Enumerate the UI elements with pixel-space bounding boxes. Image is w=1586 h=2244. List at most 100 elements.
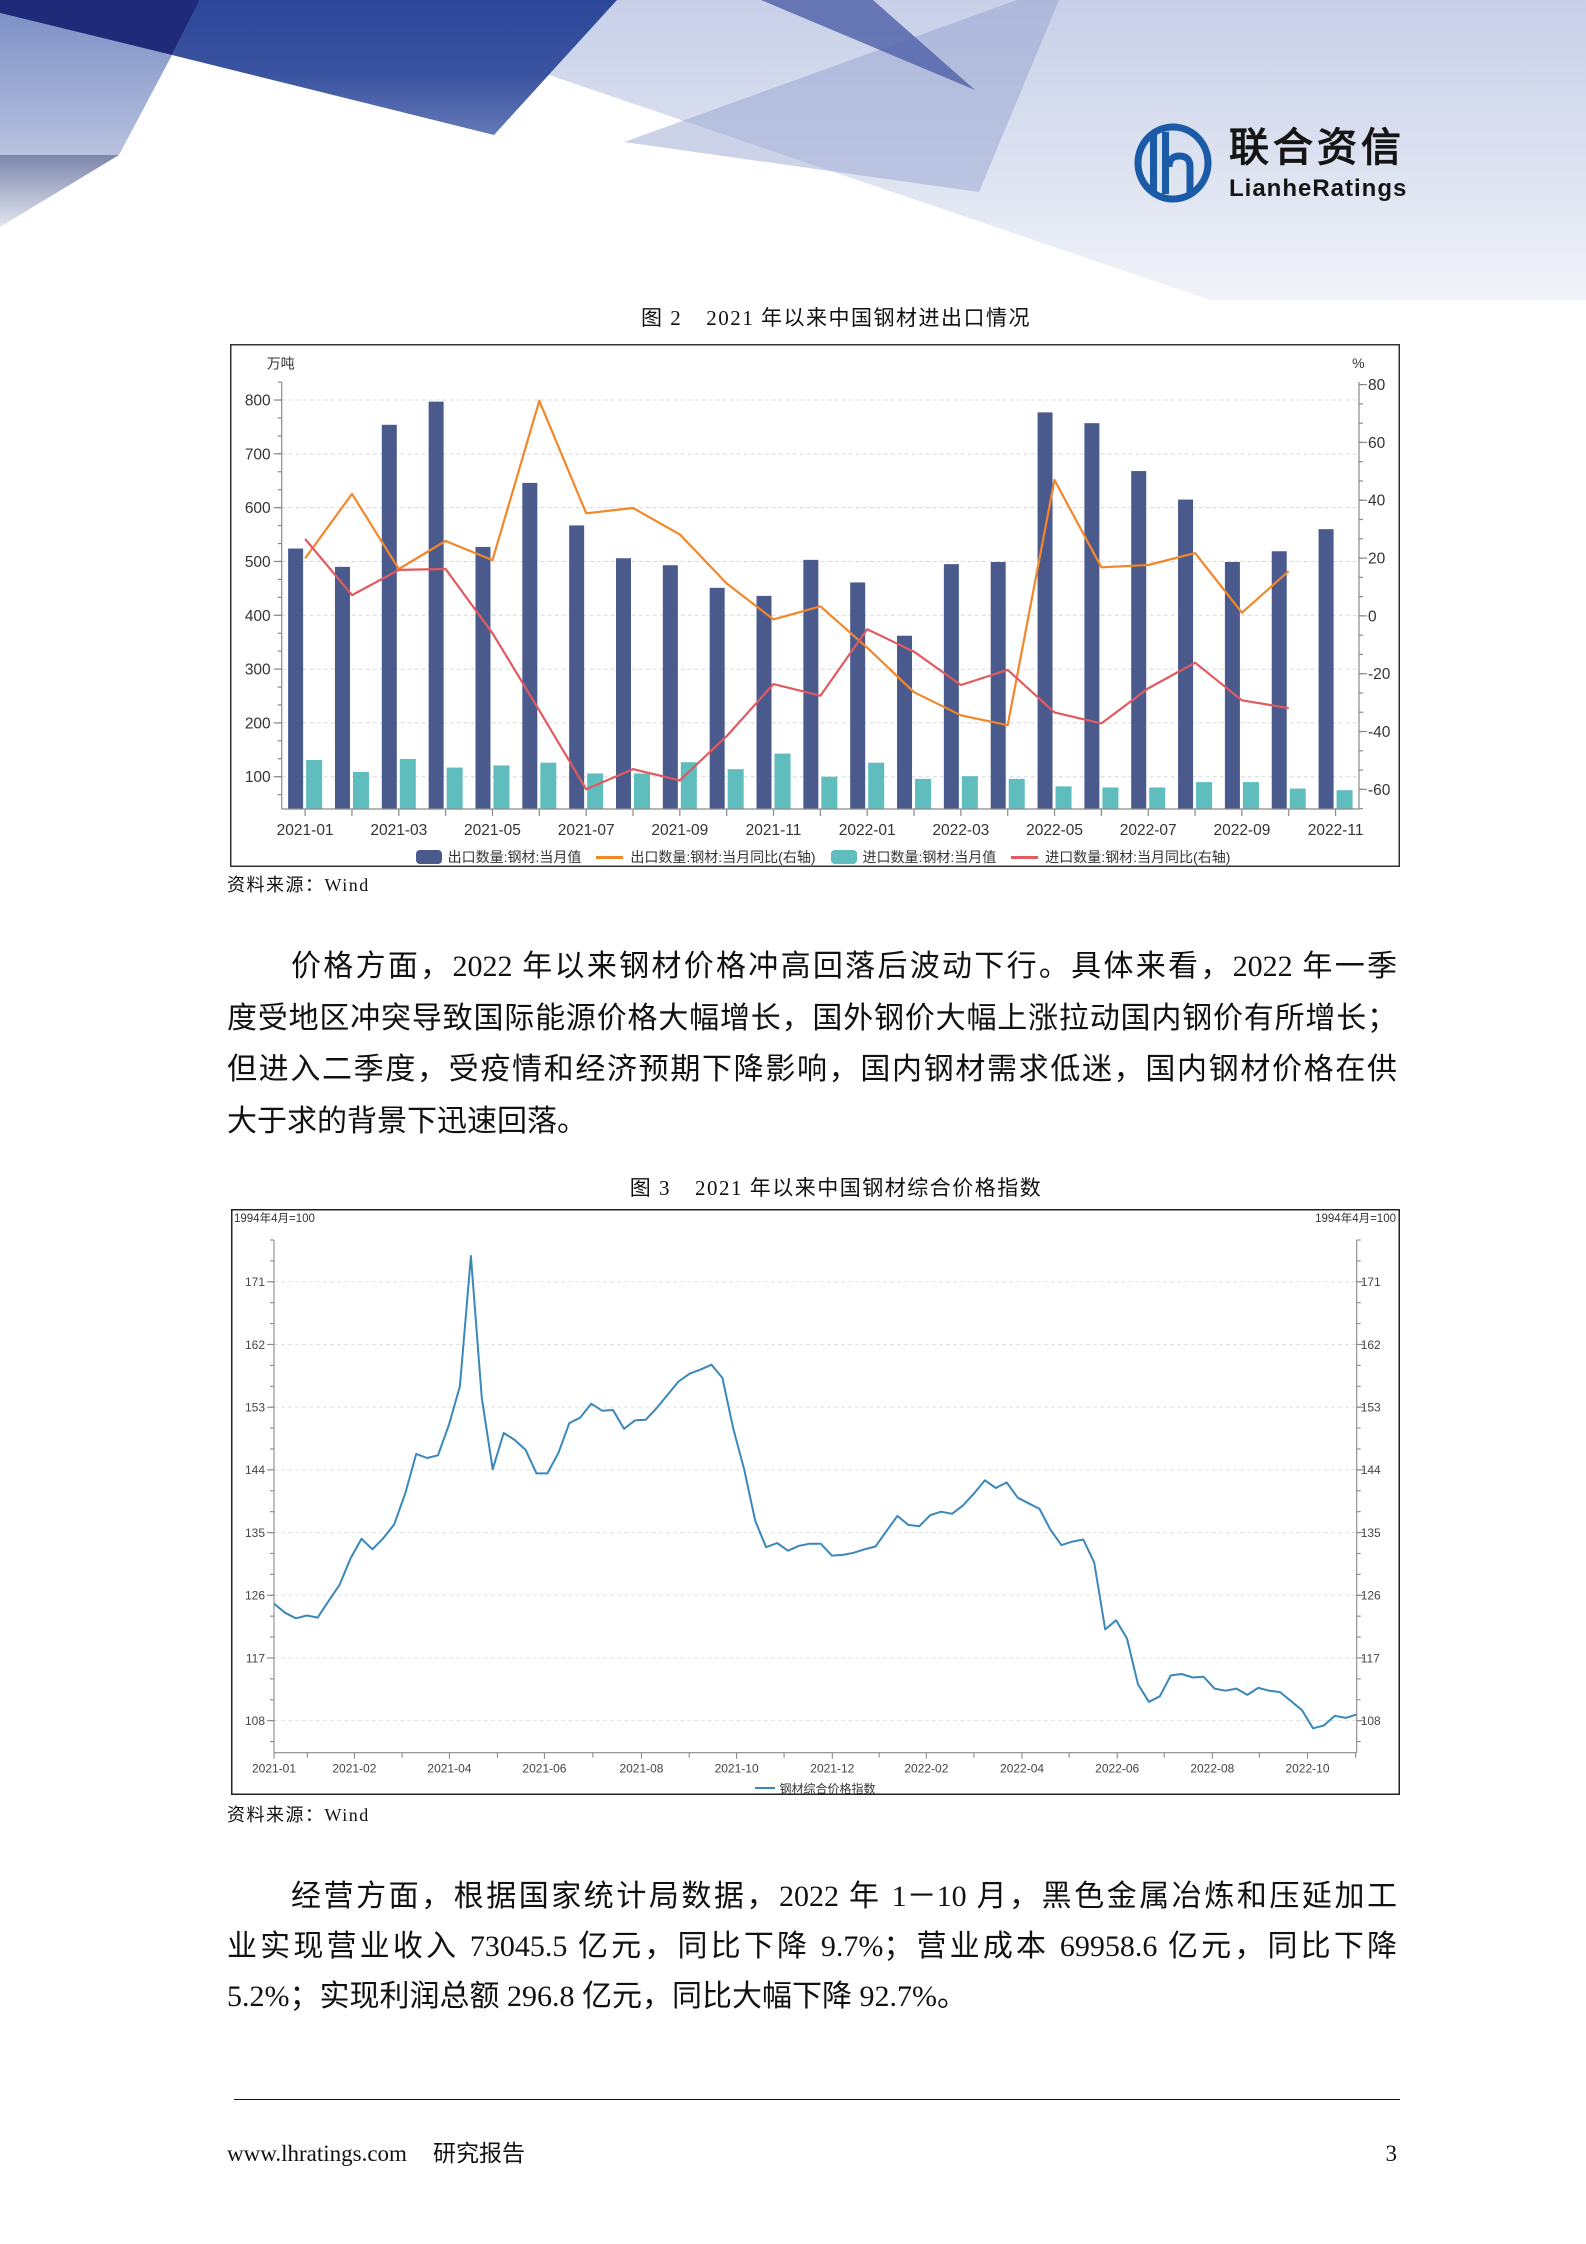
bar-series-2 — [306, 753, 1353, 809]
y-left-tick-label: 400 — [245, 608, 271, 625]
bar — [915, 778, 932, 809]
bar — [680, 762, 697, 809]
header-shape-small-triangle — [761, 0, 975, 90]
legend-label: 钢材综合价格指数 — [779, 1781, 876, 1796]
bar — [868, 762, 885, 809]
x-tick-label: 2021-07 — [558, 822, 615, 839]
chart-frame — [231, 1209, 1400, 1795]
y-right-tick-label: 117 — [1361, 1651, 1380, 1665]
y-right-tick-label: -60 — [1368, 782, 1391, 799]
bar — [446, 767, 463, 809]
legend-item: 出口数量:钢材:当月值 — [415, 847, 581, 867]
figure-3-title: 2021 年以来中国钢材综合价格指数 — [695, 1176, 1043, 1200]
y-right-tick-label: 80 — [1368, 377, 1386, 394]
legend-label: 进口数量:钢材:当月同比(右轴) — [1045, 849, 1231, 865]
x-tick-label: 2022-10 — [1285, 1762, 1329, 1776]
x-tick-label: 2021-05 — [464, 822, 521, 839]
chart-steel-price-index: 108 108 117 117 126 126 135 135 144 144 153 153 162 1… — [231, 1209, 1400, 1796]
y-left-tick-label: 153 — [245, 1400, 265, 1414]
y-right-tick-label: 40 — [1368, 493, 1386, 510]
x-tick-label: 2021-11 — [746, 822, 802, 839]
bar — [569, 525, 585, 809]
bar — [334, 566, 350, 809]
x-tick-label: 2022-06 — [1095, 1762, 1139, 1776]
header-shape-navy — [0, 0, 200, 55]
y-left-tick-label: 171 — [245, 1275, 265, 1289]
chart-steel-import-export: 100 200 300 400 500 600 700 800 -60 -40 -20 0 20 40 60… — [230, 344, 1400, 867]
bar — [540, 762, 557, 809]
x-tick-label: 2022-11 — [1308, 822, 1364, 839]
bar — [428, 401, 444, 809]
bar — [774, 753, 791, 809]
x-tick-label: 2021-09 — [651, 822, 708, 839]
x-tick-label: 2021-01 — [277, 822, 334, 839]
header-shape-blue — [172, 0, 617, 135]
figure-2-label: 图 2 — [641, 306, 683, 330]
bar — [1055, 786, 1072, 809]
line-series-1 — [304, 399, 1290, 727]
paragraph-line: 业实现营业收入 73045.5 亿元，同比下降 9.7%；营业成本 69958.… — [227, 1929, 1397, 1963]
y-right-tick-label: 20 — [1368, 551, 1386, 568]
bar — [961, 776, 978, 809]
y-left-unit-label: 万吨 — [267, 356, 295, 372]
bar — [897, 635, 913, 809]
chart2-canvas: 100 200 300 400 500 600 700 800 -60 -40 -20 0 20 40 60… — [230, 344, 1400, 867]
bar — [1271, 551, 1287, 809]
header-shape-left-gray — [0, 155, 119, 227]
footer-divider — [234, 2099, 1400, 2100]
x-tick-label: 2021-01 — [252, 1762, 296, 1776]
y-right-unit-label: % — [1352, 355, 1364, 371]
footer-doc-type: 研究报告 — [432, 2141, 525, 2166]
y-left-tick-label: 500 — [245, 554, 271, 571]
x-tick-label: 2022-04 — [1000, 1762, 1044, 1776]
y-left-tick-label: 108 — [245, 1714, 265, 1728]
figure-3-label: 图 3 — [629, 1176, 671, 1200]
figure-2-title: 2021 年以来中国钢材进出口情况 — [706, 306, 1031, 330]
bar — [990, 562, 1006, 809]
bar — [1102, 787, 1119, 809]
legend-bar-swatch-icon — [830, 850, 857, 864]
paragraph-line: 经营方面，根据国家统计局数据，2022 年 1－10 月，黑色金属冶炼和压延加工 — [291, 1879, 1397, 1913]
bar — [1289, 788, 1306, 809]
y-left-tick-label: 144 — [245, 1463, 265, 1477]
bar — [381, 424, 397, 809]
legend-item: 进口数量:钢材:当月同比(右轴) — [1011, 847, 1230, 867]
bar — [1008, 778, 1025, 809]
x-tick-label: 2022-03 — [932, 822, 989, 839]
paragraph-line: 大于求的背景下迅速回落。 — [227, 1105, 587, 1139]
y-left-tick-label: 135 — [245, 1526, 265, 1540]
legend-item: 进口数量:钢材:当月值 — [830, 847, 996, 867]
header-shape-large-triangle — [624, 0, 1059, 192]
paragraph-operations: 经营方面，根据国家统计局数据，2022 年 1－10 月，黑色金属冶炼和压延加工… — [227, 1872, 1397, 2023]
x-tick-label: 2022-08 — [1190, 1762, 1234, 1776]
x-tick-label: 2021-04 — [427, 1762, 471, 1776]
y-left-tick-label: 300 — [245, 662, 271, 679]
bar — [803, 559, 819, 809]
y-right-tick-label: 0 — [1368, 608, 1377, 625]
bar — [1178, 499, 1194, 809]
x-tick-label: 2021-06 — [522, 1762, 566, 1776]
y-right-tick-label: -20 — [1368, 666, 1391, 683]
footer-website: www.lhratings.com — [227, 2141, 407, 2166]
y-right-tick-label: 135 — [1361, 1526, 1381, 1540]
figure-3-source: 资料来源：Wind — [227, 1805, 370, 1825]
paragraph-line: 但进入二季度，受疫情和经济预期下降影响，国内钢材需求低迷，国内钢材价格在供 — [227, 1053, 1397, 1087]
figure-2-source: 资料来源：Wind — [227, 875, 370, 895]
y-right-tick-label: 144 — [1361, 1463, 1381, 1477]
brand-name-en: LianheRatings — [1229, 175, 1408, 202]
bar — [1224, 562, 1240, 809]
legend-label: 出口数量:钢材:当月同比(右轴) — [630, 849, 816, 865]
line-series-3 — [304, 538, 1289, 791]
bar — [352, 771, 369, 809]
bar — [821, 776, 838, 809]
bar — [850, 582, 866, 809]
legend-item: 出口数量:钢材:当月同比(右轴) — [596, 847, 816, 867]
bar — [1037, 412, 1053, 809]
figure-2-caption: 图 2 2021 年以来中国钢材进出口情况 — [436, 306, 1236, 330]
y-left-tick-label: 126 — [245, 1589, 265, 1603]
axes — [267, 1239, 1364, 1759]
bar — [1149, 787, 1166, 809]
brand-name-cn: 联合资信 — [1229, 126, 1405, 170]
paragraph-line: 5.2%；实现利润总额 296.8 亿元，同比大幅下降 92.7%。 — [227, 1980, 967, 2014]
